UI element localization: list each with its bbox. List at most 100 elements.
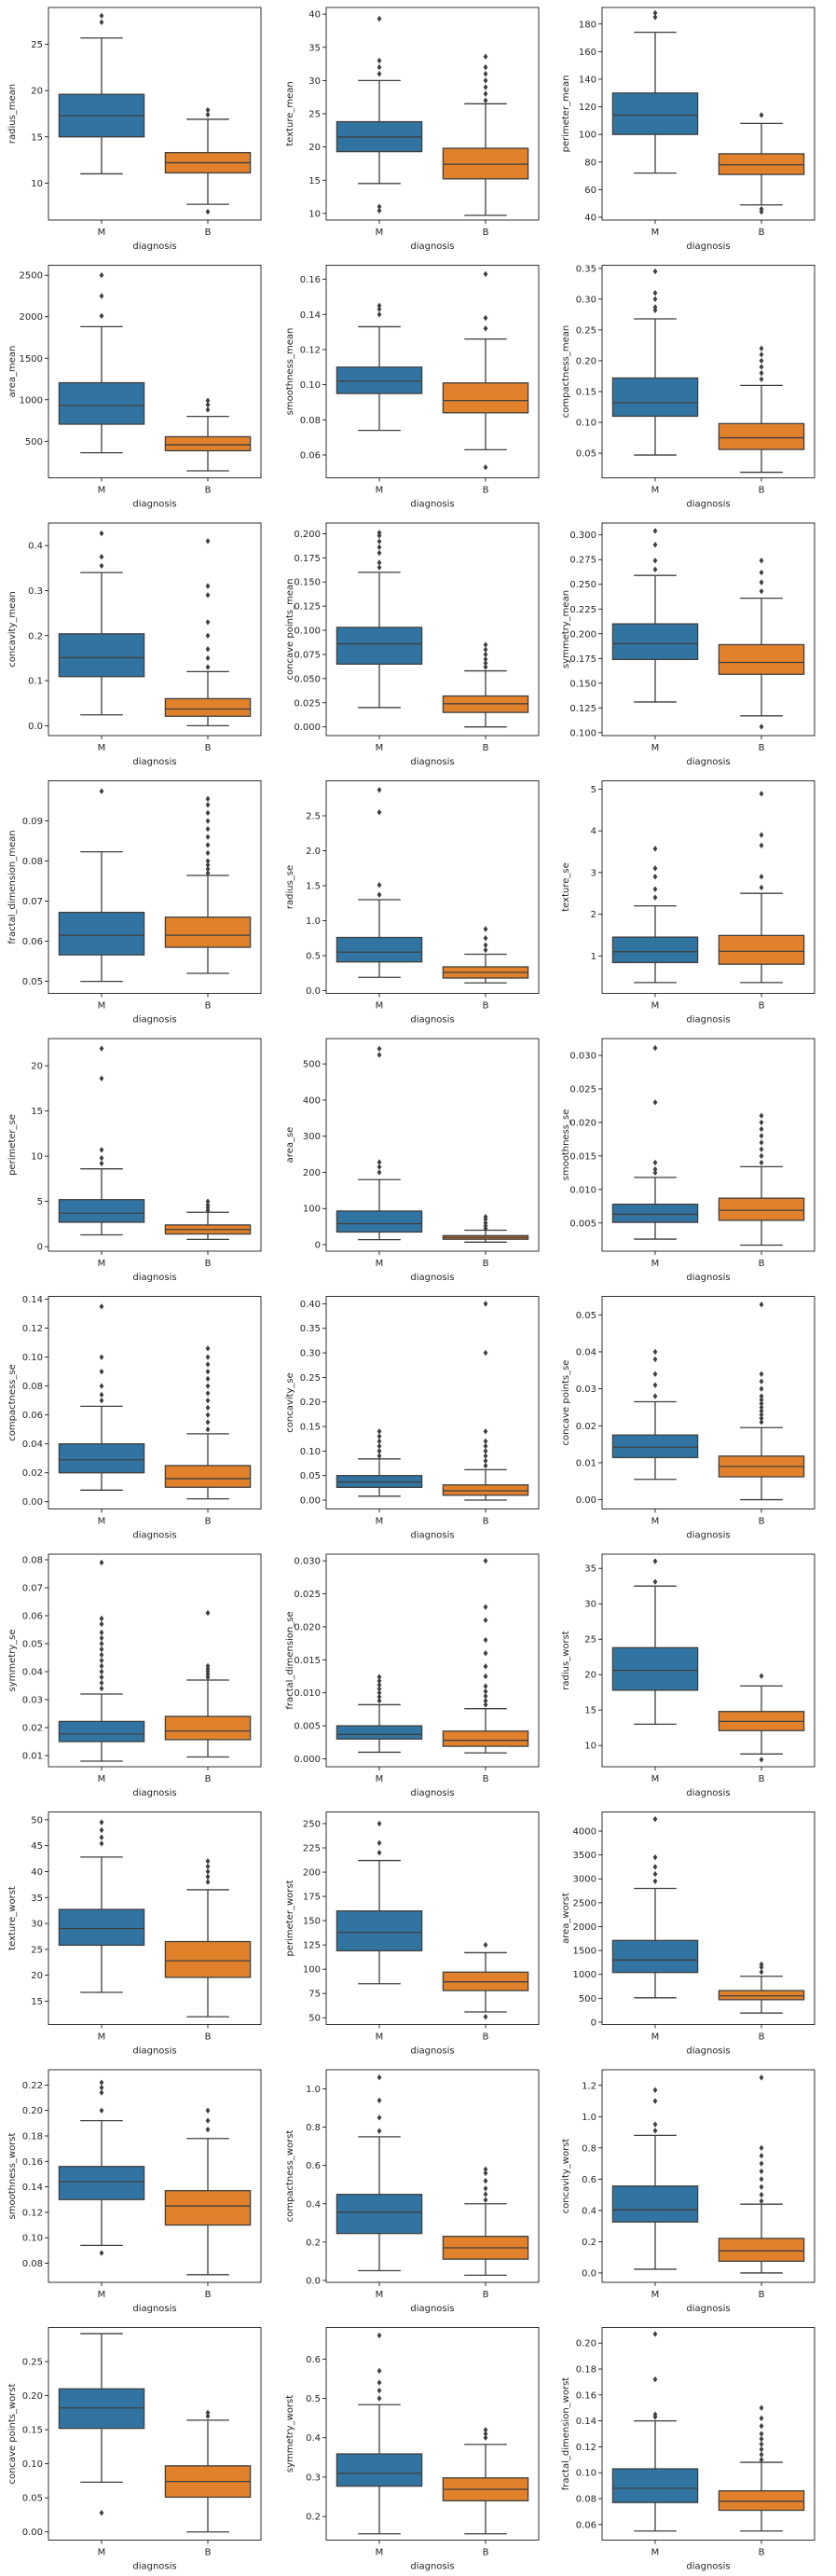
y-tick-label: 0.100 (294, 627, 321, 637)
axes-frame (48, 522, 262, 737)
y-tick-label: 0.015 (569, 1151, 596, 1162)
x-axis-label: diagnosis (686, 241, 730, 252)
outlier-point (483, 1557, 488, 1564)
outlier-point (759, 369, 764, 377)
outlier-point (205, 1397, 211, 1404)
outlier-point (377, 1681, 382, 1688)
outlier-point (99, 1391, 104, 1398)
y-tick-label: 0.020 (294, 1622, 321, 1632)
y-tick-label: 250 (303, 1819, 321, 1829)
y-tick-label: 0.02 (576, 1422, 596, 1432)
outlier-point (205, 2107, 211, 2114)
x-tick-label: B (205, 1259, 212, 1269)
iqr-box (58, 2388, 145, 2430)
outlier-point (99, 1075, 104, 1081)
box-B (442, 1213, 529, 1243)
outlier-point (759, 2153, 764, 2159)
y-tick-label: 3 (591, 868, 596, 878)
y-tick-label: 0.15 (22, 2426, 43, 2436)
y-axis-label: compactness_se (7, 1364, 18, 1441)
outlier-point (759, 345, 764, 351)
outlier-point (652, 296, 658, 303)
outlier-point (205, 619, 211, 626)
x-tick-label: B (205, 227, 212, 238)
box-M (58, 1303, 145, 1491)
y-tick-label: 0.15 (576, 387, 596, 397)
iqr-box (164, 2190, 252, 2226)
x-tick-label: B (205, 1774, 212, 1784)
box-B (164, 1198, 252, 1241)
outlier-point (483, 1428, 488, 1435)
x-axis-label: diagnosis (410, 1273, 454, 1283)
outlier-point (759, 1408, 764, 1414)
x-tick-label: M (651, 1259, 660, 1269)
outlier-point (99, 788, 104, 794)
iqr-box (442, 382, 529, 414)
y-tick-label: 0.15 (300, 1423, 321, 1433)
y-tick-label: 0.35 (576, 264, 596, 274)
y-axis-label: symmetry_mean (561, 590, 571, 668)
iqr-box (58, 1908, 145, 1947)
iqr-box (336, 2194, 423, 2235)
x-tick-label: M (651, 743, 660, 753)
outlier-point (205, 849, 211, 857)
y-tick-label: 0.010 (294, 1688, 321, 1699)
outlier-point (483, 1604, 488, 1610)
outlier-point (377, 891, 382, 898)
outlier-point (759, 351, 764, 358)
outlier-point (483, 97, 488, 103)
x-tick-label: M (376, 2290, 384, 2300)
y-tick-label: 30 (584, 1600, 596, 1610)
y-tick-label: 0.6 (306, 2161, 321, 2171)
y-tick-label: 0.10 (22, 1353, 43, 1363)
y-tick-label: 0.08 (22, 1556, 43, 1566)
x-axis-label: diagnosis (686, 2304, 730, 2314)
outlier-point (483, 1219, 488, 1226)
y-tick-label: 0.2 (28, 631, 43, 641)
y-tick-label: 0.08 (22, 2259, 43, 2269)
y-tick-label: 50 (31, 1815, 43, 1825)
outlier-point (759, 2176, 764, 2183)
box-M (58, 788, 145, 983)
y-tick-label: 0.0 (582, 2268, 596, 2279)
y-tick-label: 30 (31, 1920, 43, 1930)
outlier-point (759, 2435, 764, 2443)
outlier-point (377, 1448, 382, 1454)
x-axis-label: diagnosis (410, 2046, 454, 2057)
box-M (58, 530, 145, 716)
outlier-point (759, 2431, 764, 2437)
subplot: 0.000 0.005 0.010 0.015 0.020 0.025 0.030 fract… (285, 1553, 540, 1798)
y-tick-label: 0.0 (306, 2276, 321, 2286)
y-tick-label: 0.06 (576, 2520, 596, 2530)
axes-frame (601, 1038, 815, 1252)
iqr-box (336, 936, 423, 963)
outlier-point (759, 1112, 764, 1119)
y-tick-label: 0.14 (300, 310, 321, 321)
iqr-box (336, 366, 423, 394)
outlier-point (377, 1839, 382, 1847)
outlier-point (377, 1442, 382, 1450)
y-tick-label: 0.14 (22, 2183, 43, 2193)
outlier-point (377, 2367, 382, 2375)
iqr-box (611, 936, 699, 964)
outlier-point (483, 1301, 488, 1307)
y-tick-label: 0.8 (306, 2123, 321, 2133)
outlier-point (99, 1834, 104, 1840)
outlier-point (99, 2089, 104, 2096)
y-tick-label: 0.07 (22, 1584, 43, 1594)
x-tick-label: M (98, 2290, 106, 2300)
outlier-point (377, 1169, 382, 1176)
y-tick-label: 0.10 (300, 1447, 321, 1457)
box-M (611, 1044, 699, 1240)
outlier-point (99, 530, 104, 537)
box-M (58, 1045, 145, 1236)
x-axis-label: diagnosis (132, 2562, 176, 2572)
outlier-point (205, 870, 211, 876)
y-tick-label: 0 (591, 2018, 596, 2028)
outlier-point (99, 1674, 104, 1681)
x-tick-label: M (376, 1001, 384, 1012)
subplot: 0.06 0.08 0.10 0.12 0.14 0.16 smoothness_mean M… (285, 265, 540, 510)
y-tick-label: 0 (315, 1241, 321, 1251)
